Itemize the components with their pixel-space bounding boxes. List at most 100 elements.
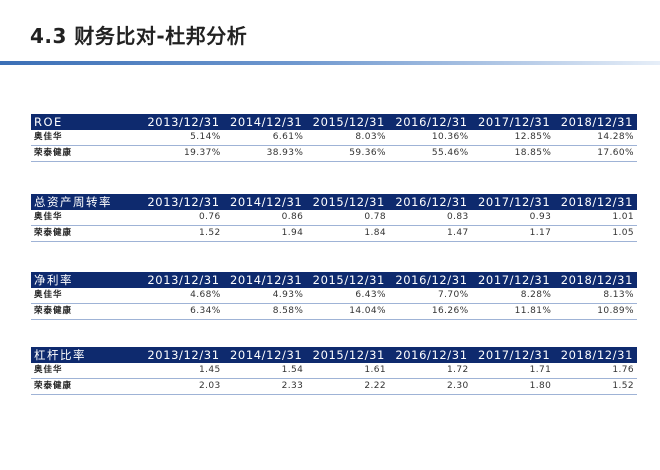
- table-cell: 1.72: [388, 363, 472, 379]
- slide-title: 4.3 财务比对-杜邦分析: [30, 24, 248, 48]
- year-header: 2014/12/31: [223, 347, 307, 363]
- table-header-row: 净利率 2013/12/31 2014/12/31 2015/12/31 201…: [31, 272, 637, 288]
- company-name: 奥佳华: [31, 210, 141, 226]
- table-row: 奥佳华 0.76 0.86 0.78 0.83 0.93 1.01: [31, 210, 637, 226]
- table-cell: 8.13%: [554, 288, 637, 304]
- table-row: 荣泰健康 2.03 2.33 2.22 2.30 1.80 1.52: [31, 378, 637, 395]
- table-cell: 38.93%: [223, 145, 307, 162]
- table-cell: 1.45: [141, 363, 224, 379]
- table-cell: 8.58%: [223, 303, 307, 320]
- table-cell: 19.37%: [141, 145, 224, 162]
- year-header: 2017/12/31: [471, 347, 555, 363]
- company-name: 奥佳华: [31, 130, 141, 146]
- table-cell: 2.30: [388, 378, 472, 395]
- table-cell: 2.03: [141, 378, 224, 395]
- table-row: 荣泰健康 1.52 1.94 1.84 1.47 1.17 1.05: [31, 225, 637, 242]
- net-margin-table: 净利率 2013/12/31 2014/12/31 2015/12/31 201…: [31, 272, 637, 320]
- table-cell: 6.61%: [223, 130, 307, 146]
- year-header: 2013/12/31: [141, 194, 224, 210]
- table-cell: 2.22: [306, 378, 389, 395]
- table-cell: 6.43%: [306, 288, 389, 304]
- roe-table: ROE 2013/12/31 2014/12/31 2015/12/31 201…: [31, 114, 637, 162]
- year-header: 2015/12/31: [306, 272, 389, 288]
- asset-turnover-table: 总资产周转率 2013/12/31 2014/12/31 2015/12/31 …: [31, 194, 637, 242]
- year-header: 2013/12/31: [141, 114, 224, 130]
- company-name: 荣泰健康: [31, 378, 141, 395]
- table-cell: 6.34%: [141, 303, 224, 320]
- table-row: 荣泰健康 6.34% 8.58% 14.04% 16.26% 11.81% 10…: [31, 303, 637, 320]
- table-cell: 8.28%: [471, 288, 555, 304]
- table-cell: 18.85%: [471, 145, 555, 162]
- year-header: 2016/12/31: [388, 194, 472, 210]
- year-header: 2014/12/31: [223, 194, 307, 210]
- year-header: 2018/12/31: [554, 272, 637, 288]
- table-cell: 11.81%: [471, 303, 555, 320]
- table-header-row: ROE 2013/12/31 2014/12/31 2015/12/31 201…: [31, 114, 637, 130]
- table-cell: 1.61: [306, 363, 389, 379]
- year-header: 2018/12/31: [554, 194, 637, 210]
- year-header: 2017/12/31: [471, 272, 555, 288]
- table-cell: 1.71: [471, 363, 555, 379]
- year-header: 2013/12/31: [141, 272, 224, 288]
- table-cell: 1.05: [554, 225, 637, 242]
- table-cell: 1.76: [554, 363, 637, 379]
- metric-label: 杠杆比率: [31, 347, 141, 363]
- table-cell: 17.60%: [554, 145, 637, 162]
- table-cell: 0.78: [306, 210, 389, 226]
- company-name: 荣泰健康: [31, 303, 141, 320]
- table-row: 奥佳华 5.14% 6.61% 8.03% 10.36% 12.85% 14.2…: [31, 130, 637, 146]
- header-divider: [0, 61, 660, 65]
- table-cell: 1.80: [471, 378, 555, 395]
- table-cell: 5.14%: [141, 130, 224, 146]
- year-header: 2014/12/31: [223, 114, 307, 130]
- metric-label: 净利率: [31, 272, 141, 288]
- table-cell: 7.70%: [388, 288, 472, 304]
- metric-label: 总资产周转率: [31, 194, 141, 210]
- table-cell: 0.76: [141, 210, 224, 226]
- table-cell: 1.01: [554, 210, 637, 226]
- company-name: 荣泰健康: [31, 225, 141, 242]
- table-cell: 0.86: [223, 210, 307, 226]
- table-cell: 1.17: [471, 225, 555, 242]
- year-header: 2017/12/31: [471, 194, 555, 210]
- year-header: 2014/12/31: [223, 272, 307, 288]
- table-cell: 1.84: [306, 225, 389, 242]
- year-header: 2018/12/31: [554, 114, 637, 130]
- slide-header: 4.3 财务比对-杜邦分析: [0, 0, 660, 68]
- table-cell: 14.28%: [554, 130, 637, 146]
- year-header: 2018/12/31: [554, 347, 637, 363]
- table-header-row: 总资产周转率 2013/12/31 2014/12/31 2015/12/31 …: [31, 194, 637, 210]
- table-row: 奥佳华 1.45 1.54 1.61 1.72 1.71 1.76: [31, 363, 637, 379]
- table-cell: 1.54: [223, 363, 307, 379]
- table-cell: 4.68%: [141, 288, 224, 304]
- table-cell: 0.83: [388, 210, 472, 226]
- table-cell: 1.94: [223, 225, 307, 242]
- year-header: 2015/12/31: [306, 114, 389, 130]
- company-name: 奥佳华: [31, 288, 141, 304]
- table-cell: 0.93: [471, 210, 555, 226]
- table-cell: 12.85%: [471, 130, 555, 146]
- table-cell: 14.04%: [306, 303, 389, 320]
- leverage-table: 杠杆比率 2013/12/31 2014/12/31 2015/12/31 20…: [31, 347, 637, 395]
- year-header: 2013/12/31: [141, 347, 224, 363]
- table-header-row: 杠杆比率 2013/12/31 2014/12/31 2015/12/31 20…: [31, 347, 637, 363]
- table-cell: 1.47: [388, 225, 472, 242]
- table-cell: 10.89%: [554, 303, 637, 320]
- table-cell: 2.33: [223, 378, 307, 395]
- company-name: 奥佳华: [31, 363, 141, 379]
- table-cell: 1.52: [554, 378, 637, 395]
- year-header: 2016/12/31: [388, 272, 472, 288]
- table-cell: 1.52: [141, 225, 224, 242]
- table-cell: 8.03%: [306, 130, 389, 146]
- table-row: 奥佳华 4.68% 4.93% 6.43% 7.70% 8.28% 8.13%: [31, 288, 637, 304]
- table-row: 荣泰健康 19.37% 38.93% 59.36% 55.46% 18.85% …: [31, 145, 637, 162]
- year-header: 2017/12/31: [471, 114, 555, 130]
- metric-label: ROE: [31, 114, 141, 130]
- table-cell: 55.46%: [388, 145, 472, 162]
- year-header: 2015/12/31: [306, 194, 389, 210]
- company-name: 荣泰健康: [31, 145, 141, 162]
- table-cell: 16.26%: [388, 303, 472, 320]
- year-header: 2016/12/31: [388, 347, 472, 363]
- table-cell: 4.93%: [223, 288, 307, 304]
- year-header: 2016/12/31: [388, 114, 472, 130]
